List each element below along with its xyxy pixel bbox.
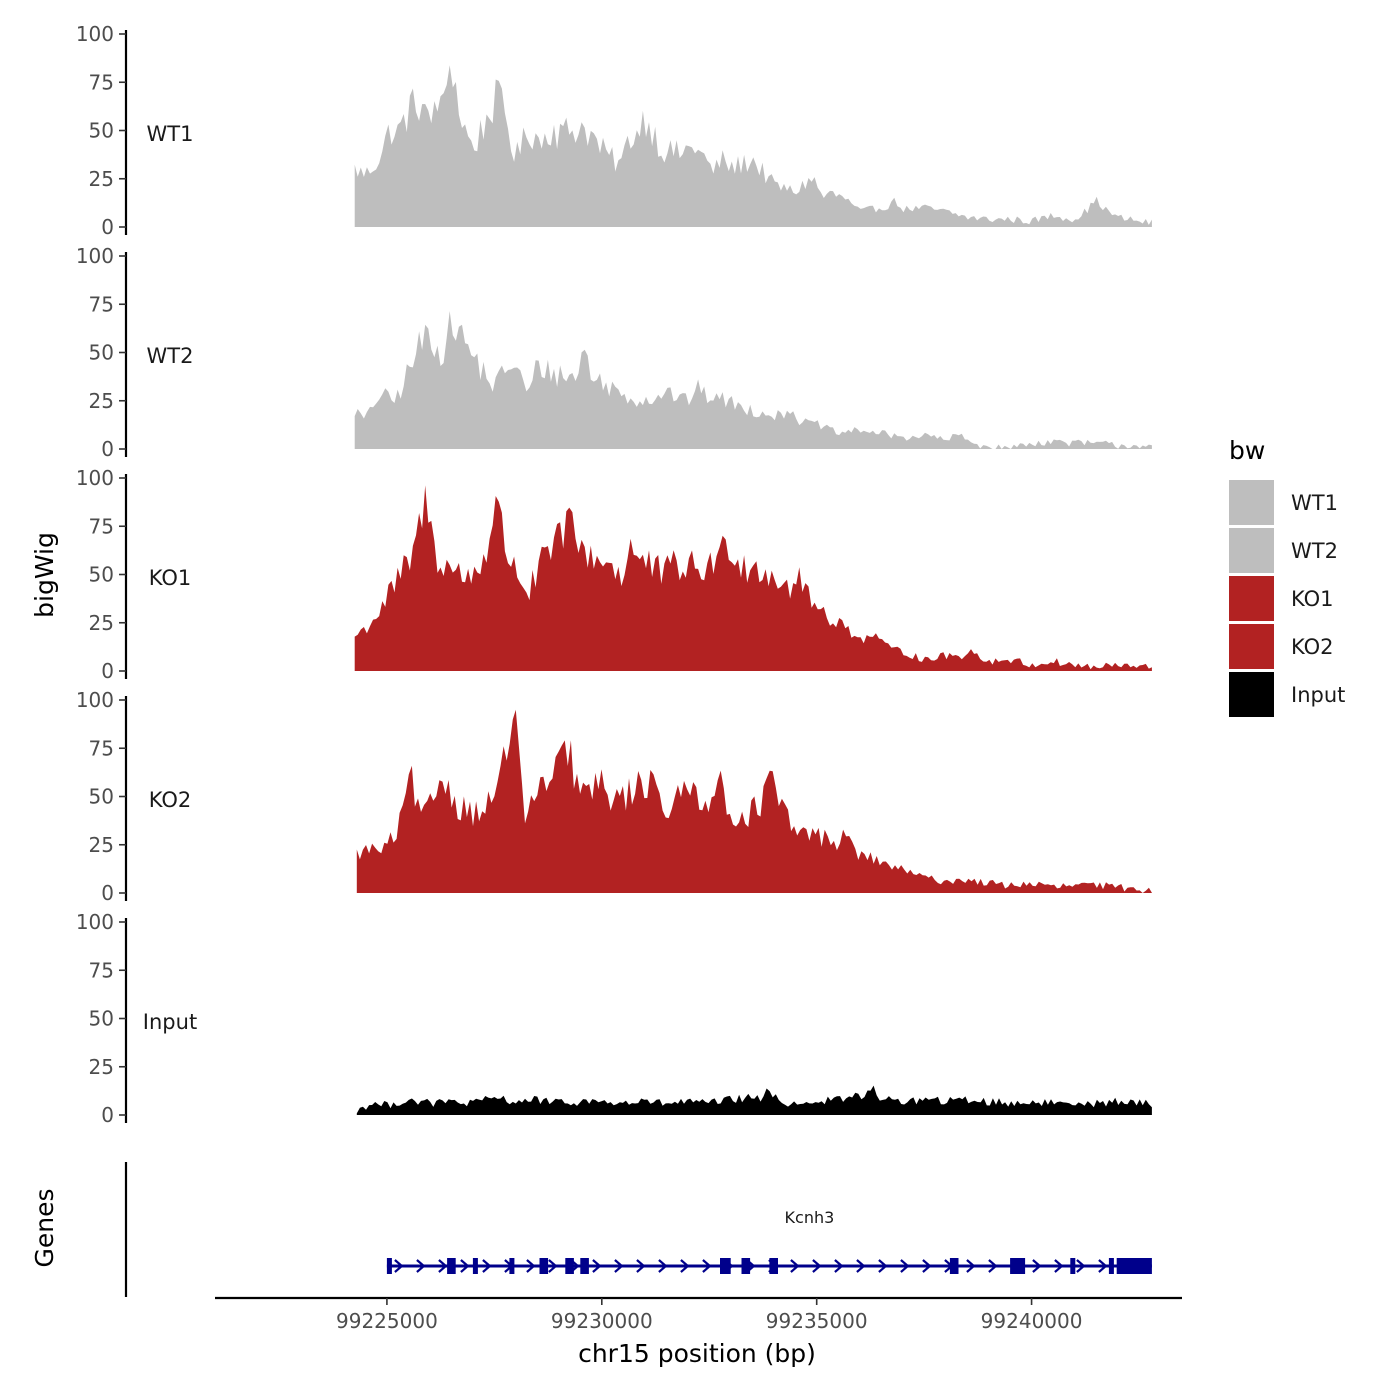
exon [565,1258,574,1274]
legend-label-ko1: KO1 [1291,587,1334,611]
track-wt2: 0 25 50 75 100 WT2 [76,244,1152,461]
y-tick-label: 0 [101,437,114,461]
y-tick-label: 0 [101,215,114,239]
gene-name-label: Kcnh3 [785,1208,835,1227]
y-tick-label: 25 [89,1055,114,1079]
exon [1109,1258,1114,1274]
track-label: KO2 [149,788,192,812]
y-tick-label: 0 [101,881,114,905]
y-tick-label: 100 [76,22,114,46]
legend-label-input: Input [1291,683,1345,707]
y-tick-label: 75 [89,736,114,760]
y-tick-label: 50 [89,785,114,809]
y-tick-label: 25 [89,611,114,635]
track-label: KO1 [149,566,192,590]
exon [540,1258,549,1274]
exon [1010,1258,1025,1274]
exon [1117,1258,1152,1274]
track-ko1: 0 25 50 75 100 KO1 [76,466,1152,683]
y-tick-label: 100 [76,910,114,934]
x-axis: 99225000 99230000 99235000 99240000 [215,1298,1182,1333]
chart-canvas: 0255075100WT10255075100WT20255075100KO10… [0,0,1400,1400]
exon [720,1258,731,1274]
exon [769,1258,778,1274]
exon [1070,1258,1075,1274]
genes-panel: Kcnh3 [126,1162,1152,1297]
y-tick-label: 75 [89,70,114,94]
legend: bw WT1 WT2 KO1 KO2 Input [1229,436,1345,717]
y-tick-label: 50 [89,119,114,143]
y-tick-label: 75 [89,958,114,982]
x-tick-label: 99230000 [551,1309,653,1333]
coverage-area-ko1 [355,485,1152,671]
track-label: WT1 [147,122,194,146]
y-tick-label: 50 [89,341,114,365]
legend-swatch-wt2 [1229,528,1274,573]
y-tick-label: 100 [76,466,114,490]
exon [950,1258,959,1274]
legend-swatch-input [1229,672,1274,717]
y-tick-label: 25 [89,167,114,191]
genome-track-figure: 0 25 50 75 100 WT1 0 25 50 75 100 WT2 0 25 50 75 100 KO1 0… [0,0,1400,1400]
coverage-area-input [357,1086,1152,1115]
legend-label-ko2: KO2 [1291,635,1334,659]
legend-swatch-ko1 [1229,576,1274,621]
legend-title: bw [1229,436,1265,465]
legend-swatch-wt1 [1229,480,1274,525]
genes-axis-title: Genes [30,1188,59,1267]
y-tick-label: 50 [89,1007,114,1031]
exon [387,1258,392,1274]
track-label: Input [143,1010,197,1034]
y-tick-label: 0 [101,1103,114,1127]
exon [473,1258,478,1274]
x-tick-label: 99225000 [336,1309,438,1333]
y-tick-label: 25 [89,389,114,413]
y-tick-label: 75 [89,292,114,316]
exon [509,1258,514,1274]
legend-label-wt2: WT2 [1291,539,1338,563]
y-tick-label: 100 [76,688,114,712]
y-tick-label: 50 [89,563,114,587]
coverage-area-ko2 [357,710,1152,893]
track-label: WT2 [147,344,194,368]
x-tick-label: 99235000 [766,1309,868,1333]
coverage-tracks: 0255075100WT10255075100WT20255075100KO10… [76,22,1152,1127]
exon [447,1258,456,1274]
x-axis-title: chr15 position (bp) [578,1339,816,1368]
track-wt1: 0 25 50 75 100 WT1 [76,22,1152,239]
track-input: 0 25 50 75 100 Input [76,910,1152,1127]
exon [580,1258,589,1274]
coverage-area-wt1 [355,65,1152,227]
legend-label-wt1: WT1 [1291,491,1338,515]
x-tick-label: 99240000 [981,1309,1083,1333]
y-axis-title: bigWig [30,532,59,618]
legend-swatch-ko2 [1229,624,1274,669]
track-ko2: 0 25 50 75 100 KO2 [76,688,1152,905]
y-tick-label: 75 [89,514,114,538]
y-tick-label: 100 [76,244,114,268]
exon [742,1258,751,1274]
y-tick-label: 0 [101,659,114,683]
y-tick-label: 25 [89,833,114,857]
coverage-area-wt2 [355,311,1152,449]
